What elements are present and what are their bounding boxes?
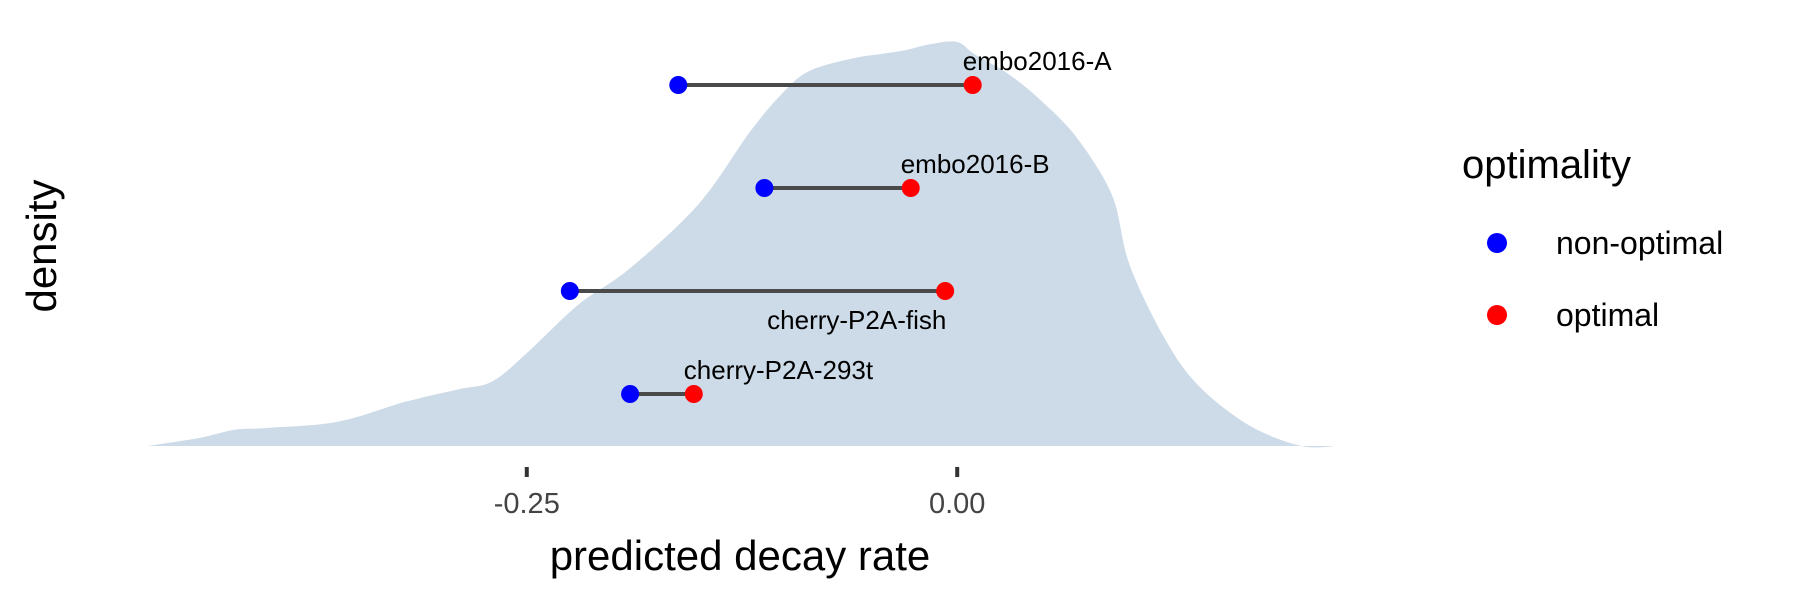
point-non-optimal — [669, 76, 688, 94]
legend-title: optimality — [1462, 143, 1631, 187]
point-optimal — [901, 179, 920, 197]
legend-marker — [1487, 233, 1507, 253]
x-tick-label: 0.00 — [929, 488, 985, 520]
point-non-optimal — [560, 282, 579, 300]
density-area — [148, 41, 1336, 448]
point-non-optimal — [621, 385, 640, 403]
pair-label: embo2016-A — [963, 46, 1113, 76]
plot-area: embo2016-A embo2016-B cherry-P2A-fish cherr… — [148, 41, 1336, 448]
legend: optimality non-optimal optimal — [1462, 143, 1723, 333]
point-non-optimal — [755, 179, 774, 197]
x-axis: -0.25 0.00 — [494, 467, 985, 520]
pair-cherry-P2A-fish: cherry-P2A-fish — [560, 282, 955, 335]
point-optimal — [936, 282, 955, 300]
x-tick-label: -0.25 — [494, 488, 560, 520]
pair-embo2016-A: embo2016-A — [669, 46, 1112, 94]
legend-marker — [1487, 305, 1507, 325]
pair-label: cherry-P2A-293t — [684, 355, 874, 385]
legend-item-optimal: optimal — [1487, 297, 1659, 333]
point-optimal — [684, 385, 703, 403]
legend-item-non-optimal: non-optimal — [1487, 225, 1723, 261]
pair-label: cherry-P2A-fish — [767, 305, 946, 335]
y-axis-title: density — [18, 179, 65, 312]
dumbbell-pairs: embo2016-A embo2016-B cherry-P2A-fish cherr… — [560, 46, 1112, 403]
legend-label: optimal — [1556, 297, 1659, 333]
pair-label: embo2016-B — [901, 149, 1050, 179]
legend-label: non-optimal — [1556, 225, 1723, 261]
x-axis-title: predicted decay rate — [550, 532, 931, 579]
pair-embo2016-B: embo2016-B — [755, 149, 1050, 197]
point-optimal — [963, 76, 982, 94]
pair-cherry-P2A-293t: cherry-P2A-293t — [621, 355, 874, 403]
